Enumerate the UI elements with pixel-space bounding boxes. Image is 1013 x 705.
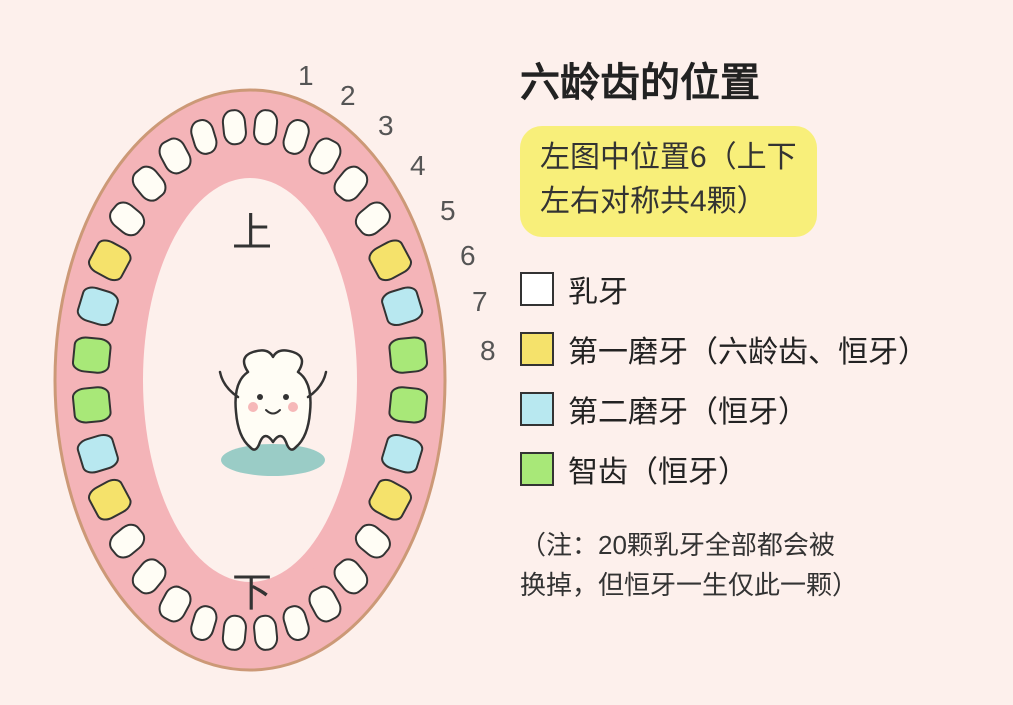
legend-swatch: [520, 392, 554, 426]
lower-label: 下: [232, 560, 272, 618]
position-number-2: 2: [340, 80, 356, 112]
upper-label: 上: [232, 200, 272, 258]
position-number-4: 4: [410, 150, 426, 182]
legend-swatch: [520, 332, 554, 366]
position-number-6: 6: [460, 240, 476, 272]
note-line1: （注：20颗乳牙全部都会被: [520, 530, 835, 560]
position-number-8: 8: [480, 335, 496, 367]
position-number-3: 3: [378, 110, 394, 142]
legend-row: 第一磨牙（六龄齿、恒牙）: [520, 327, 980, 371]
legend-label: 第二磨牙（恒牙）: [568, 387, 808, 431]
legend-row: 乳牙: [520, 267, 980, 311]
note-line2: 换掉，但恒牙一生仅此一颗）: [520, 570, 858, 600]
highlight-text: 左图中位置6（上下 左右对称共4颗）: [520, 126, 817, 237]
legend-swatch: [520, 272, 554, 306]
diagram-title: 六龄齿的位置: [520, 50, 980, 108]
legend-label: 乳牙: [568, 267, 628, 311]
highlight-line1: 左图中位置6（上下: [540, 141, 797, 174]
tooth-character: [218, 342, 328, 487]
legend: 乳牙第一磨牙（六龄齿、恒牙） 第二磨牙（恒牙） 智齿（恒牙）: [520, 267, 980, 491]
legend-label: 第一磨牙（六龄齿、恒牙）: [568, 327, 928, 371]
teeth-diagram: 上 下 12345678: [40, 60, 460, 660]
legend-label: 智齿（恒牙）: [568, 447, 748, 491]
legend-row: 第二磨牙（恒牙）: [520, 387, 980, 431]
highlight-line2: 左右对称共4颗）: [540, 185, 767, 218]
info-panel: 六龄齿的位置 左图中位置6（上下 左右对称共4颗） 乳牙第一磨牙（六龄齿、恒牙）…: [520, 50, 980, 606]
legend-row: 智齿（恒牙）: [520, 447, 980, 491]
footnote: （注：20颗乳牙全部都会被 换掉，但恒牙一生仅此一颗）: [520, 525, 980, 606]
position-number-1: 1: [298, 60, 314, 92]
position-number-7: 7: [472, 286, 488, 318]
position-number-5: 5: [440, 195, 456, 227]
legend-swatch: [520, 452, 554, 486]
